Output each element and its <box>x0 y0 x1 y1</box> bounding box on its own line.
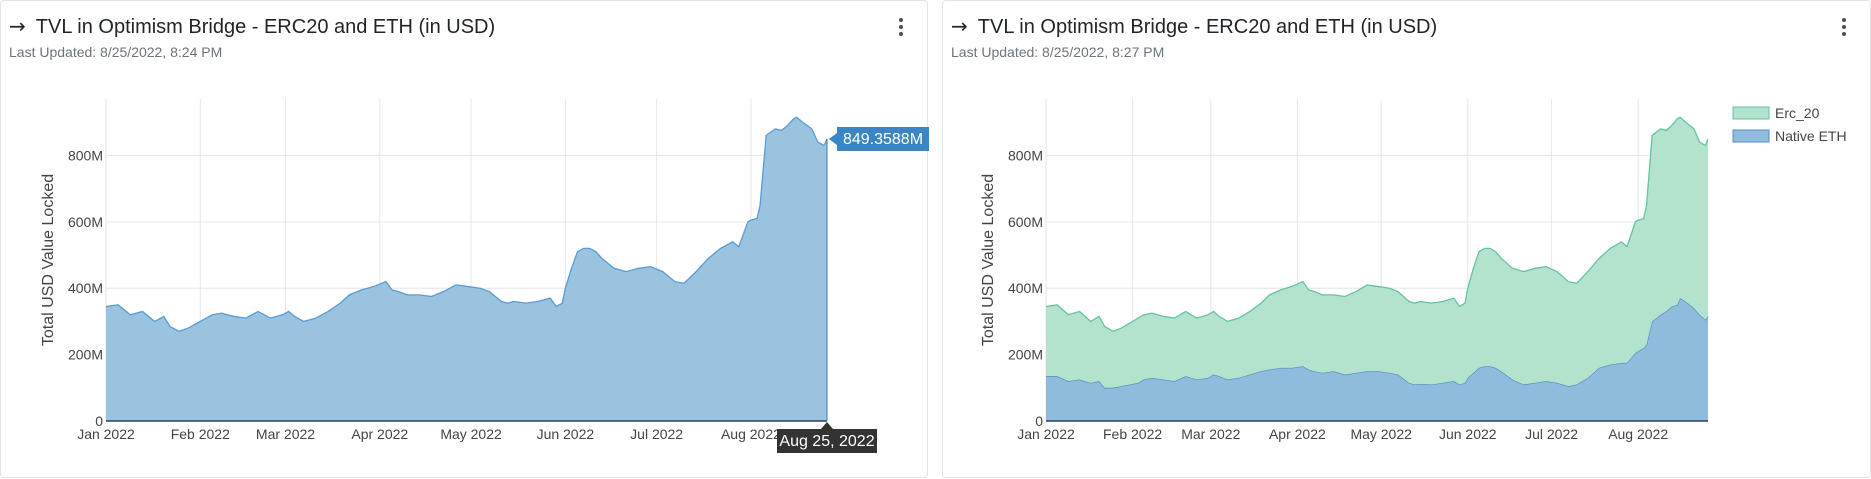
chart-panel-right: → TVL in Optimism Bridge - ERC20 and ETH … <box>942 0 1871 478</box>
panel-title[interactable]: → TVL in Optimism Bridge - ERC20 and ETH … <box>9 13 495 40</box>
panel-title[interactable]: → TVL in Optimism Bridge - ERC20 and ETH … <box>951 13 1437 40</box>
x-tick-label: Mar 2022 <box>256 426 315 442</box>
x-tick-label: Jul 2022 <box>1525 426 1578 442</box>
x-tick-label: Jan 2022 <box>1017 426 1075 442</box>
legend-swatch <box>1732 106 1770 120</box>
more-vertical-icon[interactable] <box>1832 13 1856 41</box>
hover-date-text: Aug 25, 2022 <box>779 433 874 450</box>
hover-value-text: 849.3588M <box>843 131 923 148</box>
y-axis-title: Total USD Value Locked <box>40 174 57 346</box>
y-tick-label: 0 <box>1035 413 1043 429</box>
arrow-right-icon: → <box>951 14 968 38</box>
panel-header: → TVL in Optimism Bridge - ERC20 and ETH … <box>9 13 919 65</box>
chart-panel-left: → TVL in Optimism Bridge - ERC20 and ETH … <box>0 0 929 479</box>
x-tick-label: Jun 2022 <box>537 426 595 442</box>
y-tick-label: 400M <box>68 280 103 296</box>
x-tick-label: May 2022 <box>1350 426 1412 442</box>
series-line-erc-20[interactable] <box>1045 116 1709 333</box>
area-fill-native-eth <box>1046 298 1708 421</box>
panel-title-text: TVL in Optimism Bridge - ERC20 and ETH (… <box>35 16 496 38</box>
hover-value-label: 849.3588M <box>829 127 929 152</box>
legend-item-native-eth[interactable]: Native ETH <box>1732 128 1847 144</box>
last-updated-text: Last Updated: 8/25/2022, 8:27 PM <box>951 44 1165 60</box>
y-tick-label: 400M <box>1008 280 1043 296</box>
hover-date-label: Aug 25, 2022 <box>777 422 877 453</box>
y-tick-label: 800M <box>1008 147 1043 163</box>
more-vertical-icon[interactable] <box>889 13 913 41</box>
x-tick-label: Feb 2022 <box>171 426 230 442</box>
x-tick-label: Aug 2022 <box>721 426 781 442</box>
series-line-total[interactable] <box>105 116 828 333</box>
panel-title-text: TVL in Optimism Bridge - ERC20 and ETH (… <box>977 16 1438 38</box>
hover-date-box <box>777 422 877 453</box>
y-tick-label: 600M <box>68 214 103 230</box>
area-fill-erc-20 <box>1046 117 1708 388</box>
y-axis-title: Total USD Value Locked <box>980 174 997 346</box>
x-tick-label: Apr 2022 <box>1269 426 1326 442</box>
tvl-area-chart-total[interactable]: Jan 2022 Feb 2022 Mar 2022 Apr 2022 May 2022… <box>1 1 929 479</box>
hover-value-box <box>829 127 929 152</box>
legend-item-erc-20[interactable]: Erc_20 <box>1732 105 1820 121</box>
x-tick-label: Jan 2022 <box>77 426 135 442</box>
y-tick-label: 600M <box>1008 214 1043 230</box>
y-tick-label: 0 <box>95 413 103 429</box>
x-tick-label: Mar 2022 <box>1181 426 1240 442</box>
last-updated-text: Last Updated: 8/25/2022, 8:24 PM <box>9 44 223 60</box>
x-tick-label: Apr 2022 <box>351 426 408 442</box>
legend-label: Erc_20 <box>1775 105 1820 121</box>
chart-legend: Erc_20 Native ETH <box>1732 105 1847 144</box>
x-tick-label: Jul 2022 <box>630 426 683 442</box>
y-tick-label: 800M <box>68 147 103 163</box>
legend-swatch <box>1732 129 1770 143</box>
y-tick-label: 200M <box>68 347 103 363</box>
y-tick-label: 200M <box>1008 347 1043 363</box>
x-tick-label: Feb 2022 <box>1103 426 1162 442</box>
panel-header: → TVL in Optimism Bridge - ERC20 and ETH … <box>951 13 1862 65</box>
tvl-area-chart-stacked[interactable]: Jan 2022 Feb 2022 Mar 2022 Apr 2022 May 2022… <box>943 1 1871 479</box>
legend-label: Native ETH <box>1775 128 1847 144</box>
area-fill-total <box>106 117 827 422</box>
x-tick-label: Aug 2022 <box>1608 426 1668 442</box>
x-tick-label: Jun 2022 <box>1439 426 1497 442</box>
arrow-right-icon: → <box>9 14 26 38</box>
x-tick-label: May 2022 <box>440 426 502 442</box>
